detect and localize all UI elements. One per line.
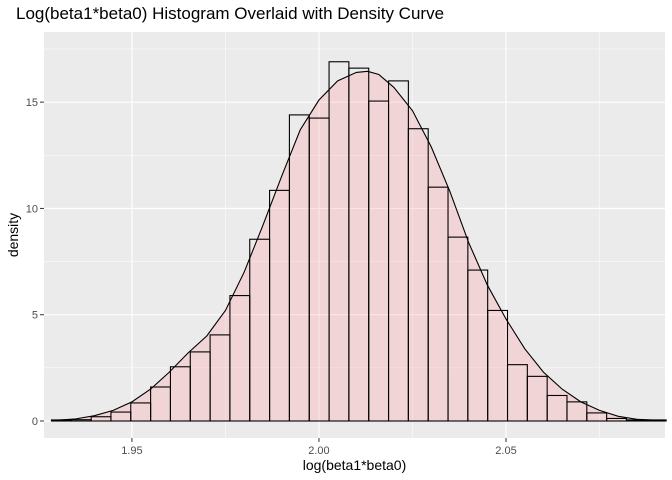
- y-tick-label: 5: [32, 310, 38, 322]
- plot-panel-background: [44, 32, 665, 438]
- x-axis: 1.95 2.00 2.05: [121, 438, 517, 457]
- histogram-bars: [50, 61, 667, 422]
- x-axis-title: log(beta1*beta0): [303, 457, 407, 473]
- density-area: [51, 71, 658, 421]
- x-tick-label: 2.05: [495, 445, 516, 457]
- minor-gridlines: [44, 32, 665, 438]
- y-tick-label: 10: [26, 203, 38, 215]
- histogram-bar: [566, 401, 588, 422]
- y-tick-label: 0: [32, 416, 38, 428]
- y-tick-label: 15: [26, 97, 38, 109]
- x-tick-label: 1.95: [121, 445, 142, 457]
- y-axis-title: density: [5, 213, 21, 257]
- histogram-bar: [586, 412, 608, 422]
- x-tick-label: 2.00: [308, 445, 329, 457]
- density-curve-line: [51, 70, 658, 422]
- y-axis: 0 5 10 15: [26, 97, 44, 428]
- chart-title: Log(beta1*beta0) Histogram Overlaid with…: [16, 4, 445, 23]
